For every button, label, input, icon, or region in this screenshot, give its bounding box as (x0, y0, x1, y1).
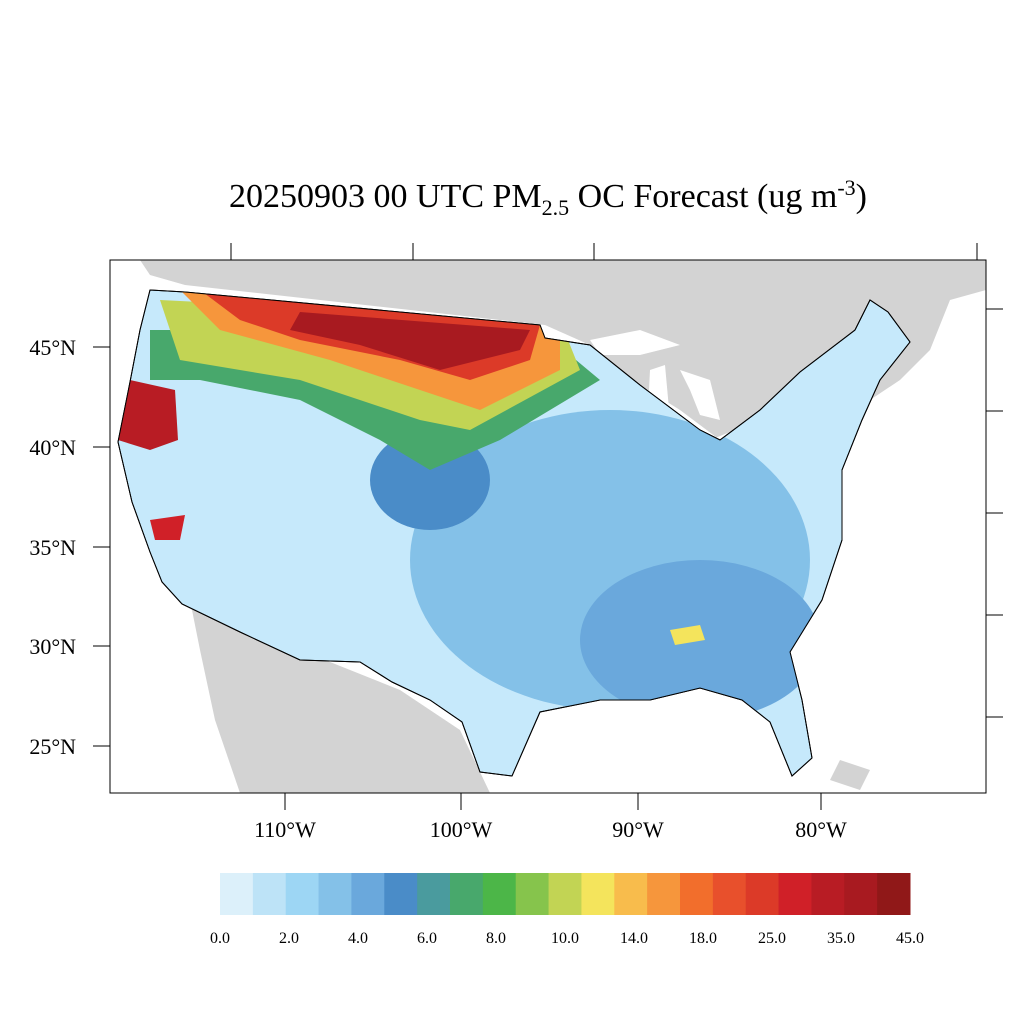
lat-label: 30°N (29, 634, 76, 659)
lon-label: 90°W (612, 817, 664, 842)
colorbar-box (515, 873, 550, 915)
region (118, 380, 178, 450)
concentration-field (118, 290, 820, 720)
title-superscript: -3 (837, 175, 855, 200)
ticks (93, 243, 1003, 810)
colorbar-label: 25.0 (758, 930, 786, 947)
colorbar-box (417, 873, 451, 915)
lon-label: 110°W (254, 817, 316, 842)
region (670, 625, 705, 645)
colorbar-label: 6.0 (417, 930, 437, 947)
lake-huron (680, 370, 720, 420)
title: 20250903 00 UTC PM2.5 OC Forecast (ug m-… (229, 175, 867, 220)
colorbar-box (450, 873, 484, 915)
colorbar-box (351, 873, 385, 915)
colorbar-box (285, 873, 320, 915)
colorbar-label: 4.0 (348, 930, 368, 947)
colorbar-box (680, 873, 714, 915)
colorbar-box (712, 873, 747, 915)
canada (140, 260, 986, 440)
region (150, 515, 185, 540)
lon-label: 80°W (795, 817, 847, 842)
colorbar-label: 0.0 (210, 930, 230, 947)
colorbar-box (778, 873, 812, 915)
title-text: OC Forecast (ug m (569, 178, 837, 215)
map-area (110, 260, 986, 793)
colorbar-label: 2.0 (279, 930, 299, 947)
region (290, 312, 530, 370)
colorbar-box (482, 873, 517, 915)
colorbar-box (877, 873, 911, 915)
colorbar-label: 10.0 (551, 930, 579, 947)
lat-label: 25°N (29, 734, 76, 759)
colorbar-label: 18.0 (689, 930, 717, 947)
lon-label: 100°W (430, 817, 493, 842)
colorbar-box (220, 873, 254, 915)
colorbar-label: 14.0 (620, 930, 648, 947)
cuba (830, 760, 870, 790)
colorbar-label: 35.0 (827, 930, 855, 947)
title-text: 20250903 00 UTC PM (229, 178, 542, 215)
lat-label: 35°N (29, 535, 76, 560)
frame (109, 259, 987, 794)
lat-label: 45°N (29, 335, 76, 360)
title-text: ) (856, 178, 867, 215)
colorbar-box (581, 873, 615, 915)
colorbar-box (548, 873, 582, 915)
colorbar: 0.0 2.0 4.0 6.0 8.0 10.0 14.0 18.0 25.0 35.0 45.0 (210, 873, 924, 947)
colorbar-label: 45.0 (896, 930, 924, 947)
lake-superior (590, 330, 680, 355)
colorbar-box (614, 873, 648, 915)
axis-labels: 45°N 40°N 35°N 30°N 25°N 110°W 100°W 90°W 80°W (29, 335, 847, 842)
colorbar-box (647, 873, 681, 915)
colorbar-box (811, 873, 845, 915)
colorbar-box (252, 873, 287, 915)
lat-label: 40°N (29, 435, 76, 460)
colorbar-box (384, 873, 418, 915)
colorbar-box (745, 873, 780, 915)
colorbar-box (318, 873, 352, 915)
colorbar-box (844, 873, 878, 915)
mexico (190, 600, 490, 793)
colorbar-label: 8.0 (486, 930, 506, 947)
title-subscript: 2.5 (542, 195, 570, 220)
